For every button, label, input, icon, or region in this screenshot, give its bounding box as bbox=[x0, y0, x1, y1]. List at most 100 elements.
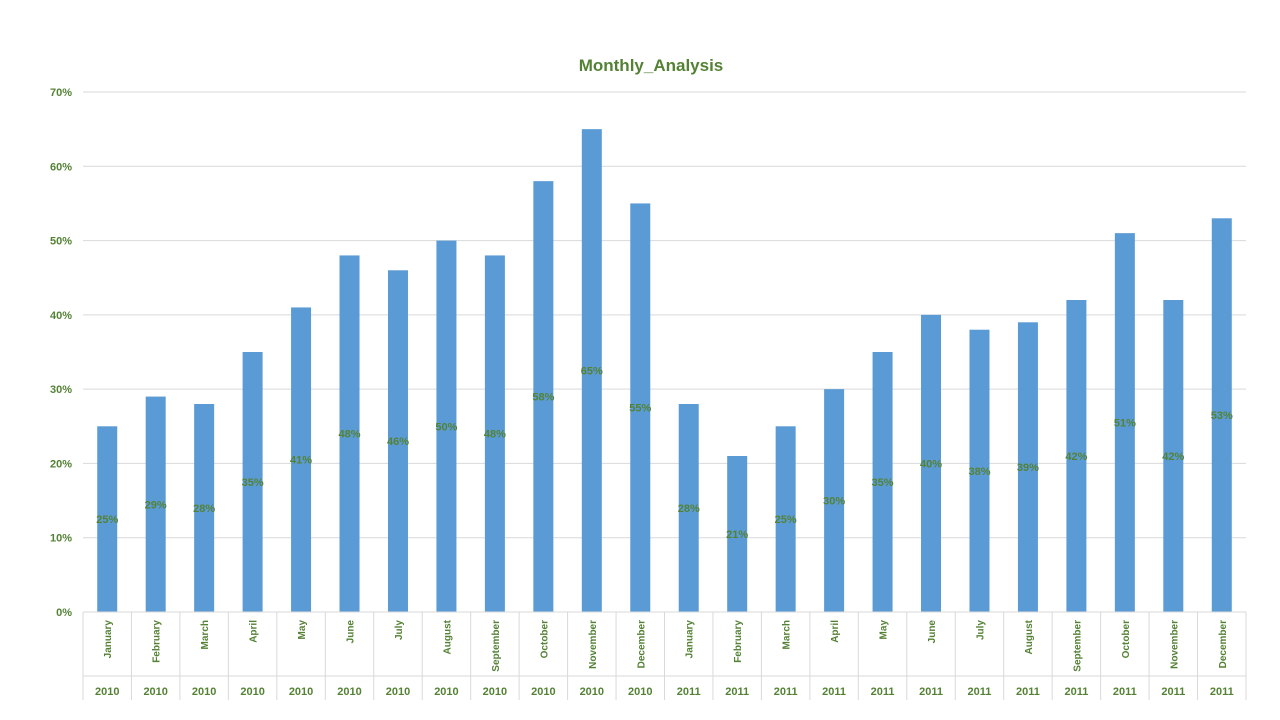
x-tick-label-year: 2010 bbox=[434, 686, 458, 698]
x-tick-label-month: September bbox=[491, 620, 502, 672]
bar bbox=[678, 404, 699, 612]
x-tick-label-month: February bbox=[152, 620, 163, 663]
data-label: 58% bbox=[532, 392, 554, 404]
x-tick-label-year: 2010 bbox=[386, 686, 410, 698]
x-tick-label-year: 2011 bbox=[919, 686, 943, 698]
data-label: 41% bbox=[290, 455, 312, 467]
y-axis: 0% 10% 20% 30% 40% 50% 60% 70% bbox=[50, 87, 72, 619]
data-label: 25% bbox=[96, 514, 118, 526]
x-tick-label-month: January bbox=[103, 620, 114, 659]
y-tick-label: 60% bbox=[50, 161, 72, 173]
x-tick-label-year: 2011 bbox=[725, 686, 749, 698]
x-tick-label-year: 2010 bbox=[95, 686, 119, 698]
bar bbox=[194, 404, 215, 612]
x-tick-label-year: 2011 bbox=[1113, 686, 1137, 698]
y-tick-label: 0% bbox=[56, 607, 72, 619]
bar bbox=[921, 314, 942, 612]
y-tick-label: 30% bbox=[50, 384, 72, 396]
bar bbox=[1066, 300, 1087, 612]
bar bbox=[1211, 218, 1232, 613]
gridlines bbox=[83, 91, 1246, 613]
y-tick-label: 20% bbox=[50, 458, 72, 470]
x-tick-label-month: July bbox=[975, 620, 986, 640]
x-tick-label-month: June bbox=[346, 620, 357, 644]
bar bbox=[339, 255, 360, 612]
x-tick-label-year: 2010 bbox=[143, 686, 167, 698]
x-tick-label-year: 2011 bbox=[774, 686, 798, 698]
x-tick-label-month: March bbox=[200, 620, 211, 649]
x-tick-label-month: July bbox=[394, 620, 405, 640]
x-tick-label-year: 2011 bbox=[871, 686, 895, 698]
x-tick-label-month: August bbox=[442, 619, 453, 654]
bar bbox=[872, 352, 893, 612]
bar bbox=[145, 396, 166, 612]
bar bbox=[1163, 300, 1184, 612]
bar bbox=[533, 181, 554, 612]
x-tick-label-month: April bbox=[249, 620, 260, 643]
bar bbox=[97, 426, 118, 612]
bar bbox=[969, 329, 990, 612]
data-label: 65% bbox=[581, 366, 603, 378]
bar bbox=[581, 129, 602, 612]
x-tick-label-year: 2011 bbox=[1210, 686, 1234, 698]
bar bbox=[242, 352, 263, 612]
data-label: 29% bbox=[145, 499, 167, 511]
x-tick-label-year: 2011 bbox=[968, 686, 992, 698]
bar bbox=[291, 307, 312, 612]
data-label: 40% bbox=[920, 458, 942, 470]
x-tick-label-year: 2011 bbox=[677, 686, 701, 698]
x-tick-label-month: September bbox=[1072, 620, 1083, 672]
x-tick-label-year: 2011 bbox=[1016, 686, 1040, 698]
y-tick-label: 10% bbox=[50, 533, 72, 545]
x-axis: January 2010 February 2010 March 2010 April 201… bbox=[82, 611, 1247, 700]
x-tick-label-month: December bbox=[1218, 620, 1229, 668]
data-label: 28% bbox=[193, 503, 215, 515]
x-tick-label-month: May bbox=[879, 620, 890, 640]
data-label: 42% bbox=[1162, 451, 1184, 463]
x-tick-label-month: November bbox=[588, 620, 599, 669]
bar bbox=[436, 240, 457, 613]
x-tick-label-month: April bbox=[830, 620, 841, 643]
x-tick-label-year: 2010 bbox=[531, 686, 555, 698]
data-label: 48% bbox=[484, 429, 506, 441]
data-label: 51% bbox=[1114, 418, 1136, 430]
data-label: 39% bbox=[1017, 462, 1039, 474]
x-tick-label-month: June bbox=[927, 620, 938, 644]
x-tick-label-month: May bbox=[297, 620, 308, 640]
bar bbox=[1017, 322, 1038, 612]
y-tick-label: 40% bbox=[50, 310, 72, 322]
bar bbox=[630, 203, 651, 612]
x-tick-label-year: 2010 bbox=[192, 686, 216, 698]
x-tick-label-year: 2010 bbox=[628, 686, 652, 698]
data-label: 28% bbox=[678, 503, 700, 515]
x-tick-label-year: 2010 bbox=[240, 686, 264, 698]
y-tick-label: 50% bbox=[50, 236, 72, 248]
data-label: 35% bbox=[872, 477, 894, 489]
data-label: 53% bbox=[1211, 410, 1233, 422]
bar bbox=[727, 456, 748, 612]
data-label: 35% bbox=[242, 477, 264, 489]
x-tick-label-month: February bbox=[733, 620, 744, 663]
data-label: 21% bbox=[726, 529, 748, 541]
x-tick-label-month: August bbox=[1024, 619, 1035, 654]
bar bbox=[484, 255, 505, 612]
x-tick-label-month: October bbox=[1121, 620, 1132, 658]
data-labels: 25% 29% 28% 35% 41% 48% 46% 50% 48% 58% 65% 55% 28% 2… bbox=[96, 366, 1233, 541]
x-tick-label-year: 2010 bbox=[337, 686, 361, 698]
x-tick-label-month: October bbox=[539, 620, 550, 658]
bars bbox=[97, 129, 1232, 613]
x-tick-label-year: 2010 bbox=[289, 686, 313, 698]
bar bbox=[1114, 233, 1135, 612]
x-tick-label-month: December bbox=[636, 620, 647, 668]
x-tick-label-month: January bbox=[685, 620, 696, 659]
data-label: 25% bbox=[775, 514, 797, 526]
bar bbox=[824, 389, 845, 612]
data-label: 48% bbox=[339, 429, 361, 441]
x-tick-label-year: 2010 bbox=[580, 686, 604, 698]
data-label: 55% bbox=[629, 403, 651, 415]
data-label: 42% bbox=[1065, 451, 1087, 463]
x-tick-label-month: March bbox=[782, 620, 793, 649]
x-tick-label-year: 2011 bbox=[1161, 686, 1185, 698]
data-label: 46% bbox=[387, 436, 409, 448]
